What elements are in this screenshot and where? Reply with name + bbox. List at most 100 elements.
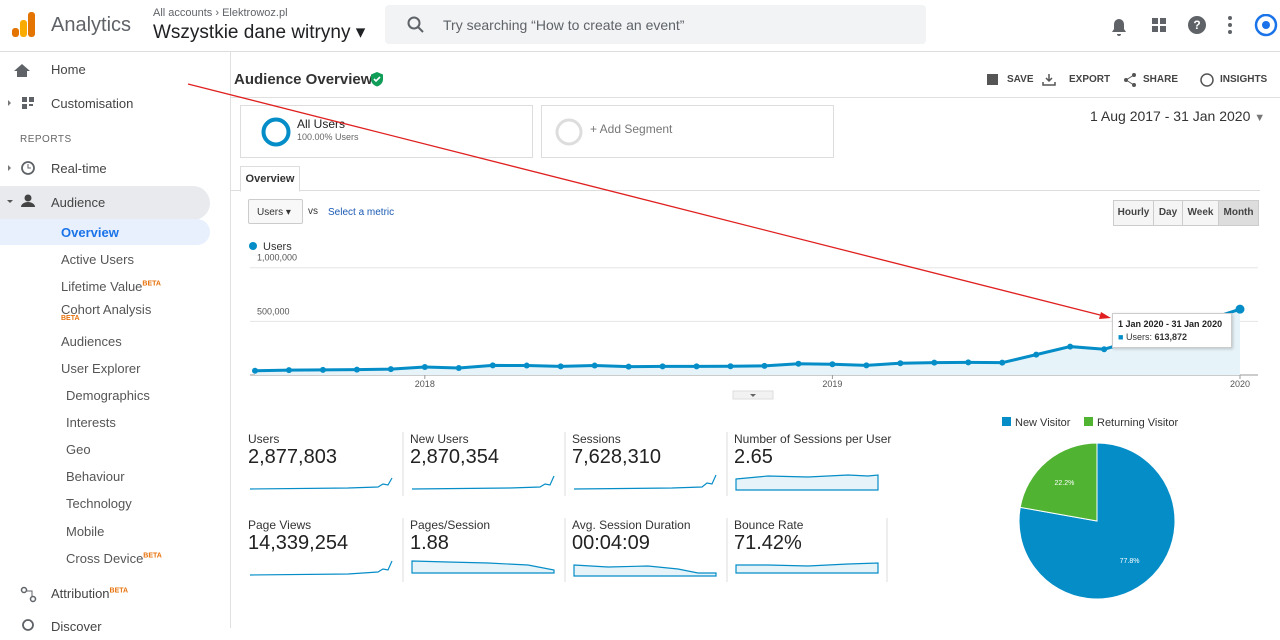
point	[353, 366, 360, 373]
chart-tooltip: 1 Jan 2020 - 31 Jan 2020 ■ Users: 613,87…	[1112, 313, 1232, 348]
nav-label: Cross Device	[66, 551, 144, 566]
nav-customisation[interactable]: Customisation	[51, 96, 134, 111]
metric-value: 14,339,254	[248, 532, 349, 554]
search-placeholder: Try searching “How to create an event”	[443, 17, 685, 33]
point	[965, 359, 972, 366]
point	[252, 367, 258, 374]
nav-item[interactable]: Lifetime ValueBETA	[61, 279, 161, 294]
app-name: Analytics	[51, 14, 132, 36]
month-button[interactable]: Month	[1218, 200, 1259, 226]
legend-dot	[249, 242, 257, 250]
metric-name: Users	[248, 432, 280, 446]
metric-value: 1.88	[410, 532, 449, 554]
tooltip-title: 1 Jan 2020 - 31 Jan 2020	[1118, 319, 1223, 329]
nav-item[interactable]: Behaviour	[66, 469, 125, 484]
tooltip-value: 613,872	[1154, 332, 1188, 342]
verified-icon	[371, 72, 383, 87]
legend-label: Returning Visitor	[1097, 417, 1178, 429]
header-icons[interactable]: ?	[1108, 14, 1280, 38]
share-button[interactable]: SHARE	[1143, 74, 1179, 85]
pie-slice	[1019, 442, 1098, 522]
nav-item[interactable]: Active Users	[61, 252, 134, 267]
point	[1033, 351, 1040, 358]
breadcrumb-root[interactable]: All accounts	[153, 7, 213, 19]
y-tick-label: 1,000,000	[257, 253, 297, 263]
point	[591, 362, 598, 369]
nav-item[interactable]: Audiences	[61, 334, 122, 349]
nav-overview[interactable]: Overview	[61, 225, 119, 240]
action-icons	[987, 73, 1214, 87]
point	[625, 363, 632, 370]
tooltip-row: ■ Users: 613,872	[1118, 332, 1188, 342]
point	[999, 359, 1006, 366]
nav-item[interactable]: Interests	[66, 415, 116, 430]
point	[659, 363, 666, 370]
metric: New Users 2,870,354	[410, 432, 499, 469]
svg-text:?: ?	[1193, 18, 1200, 32]
slice-label: 77.8%	[1120, 558, 1140, 565]
metric-value: 00:04:09	[572, 532, 650, 554]
nav-item[interactable]: User Explorer	[61, 361, 141, 376]
sparklines	[249, 432, 888, 582]
metric-value: 2.65	[734, 446, 773, 468]
day-button[interactable]: Day	[1153, 200, 1183, 226]
slice-label: 22.2%	[1055, 480, 1075, 487]
metric-name: Number of Sessions per User	[734, 432, 892, 446]
nav-item[interactable]: Mobile	[66, 524, 105, 539]
overview-highlight	[0, 219, 210, 245]
nav-attribution[interactable]: AttributionBETA	[51, 586, 128, 601]
legend-label: Users	[263, 241, 292, 253]
legend-swatch	[1002, 417, 1011, 426]
nav-item[interactable]: Geo	[66, 442, 91, 457]
search-box[interactable]: Try searching “How to create an event”	[385, 5, 926, 44]
point	[387, 366, 394, 373]
top-bar: Analytics All accounts › Elektrowoz.pl W…	[0, 0, 1280, 52]
search-icon	[407, 16, 424, 33]
nav-realtime[interactable]: Real-time	[51, 161, 107, 176]
point	[489, 362, 496, 369]
metric-value: 7,628,310	[572, 446, 661, 468]
nav-home[interactable]: Home	[51, 62, 86, 77]
point	[285, 367, 292, 374]
tooltip-label: Users:	[1125, 332, 1152, 342]
line	[254, 307, 1241, 373]
insights-button[interactable]: INSIGHTS	[1220, 74, 1268, 85]
metric: Users 2,877,803	[248, 432, 337, 469]
export-button[interactable]: EXPORT	[1069, 74, 1111, 85]
nav-item[interactable]: Cross DeviceBETA	[66, 551, 162, 566]
breadcrumb[interactable]: All accounts › Elektrowoz.pl	[153, 7, 288, 19]
point	[557, 363, 564, 370]
metric-name: Bounce Rate	[734, 518, 804, 532]
nav-audience[interactable]: Audience	[51, 195, 106, 210]
x-tick-label: 2019	[822, 379, 842, 389]
point	[761, 362, 768, 369]
metrics-grid: Users 2,877,803 New Users 2,870,354 Sessio…	[248, 432, 891, 584]
sidebar-icons	[7, 64, 37, 631]
point	[931, 359, 938, 366]
point	[829, 361, 836, 368]
nav-item[interactable]: Cohort Analysis	[61, 302, 152, 317]
logo	[12, 12, 35, 37]
metric-value: 71.42%	[734, 532, 802, 554]
x-tick-label: 2018	[415, 379, 435, 389]
point	[421, 363, 428, 370]
date-range[interactable]: 1 Aug 2017 - 31 Jan 2020 ▼	[1090, 108, 1266, 124]
metric: Page Views 14,339,254	[248, 518, 348, 555]
metric: Bounce Rate 71.42%	[734, 518, 803, 555]
metric: Number of Sessions per User 2.65	[734, 432, 891, 469]
nav-item[interactable]: Demographics	[66, 388, 150, 403]
pie-slice	[1018, 442, 1176, 600]
point	[319, 366, 326, 373]
point	[897, 360, 904, 367]
y-tick-label: 500,000	[257, 306, 290, 316]
breadcrumb-account[interactable]: Elektrowoz.pl	[222, 7, 288, 19]
metric-name: Page Views	[248, 518, 312, 532]
property-selector[interactable]: Wszystkie dane witryny ▾	[153, 22, 366, 43]
point	[1067, 343, 1074, 350]
save-button[interactable]: SAVE	[1007, 74, 1034, 85]
nav-item[interactable]: Technology	[66, 496, 132, 511]
metric-name: Pages/Session	[410, 518, 491, 532]
